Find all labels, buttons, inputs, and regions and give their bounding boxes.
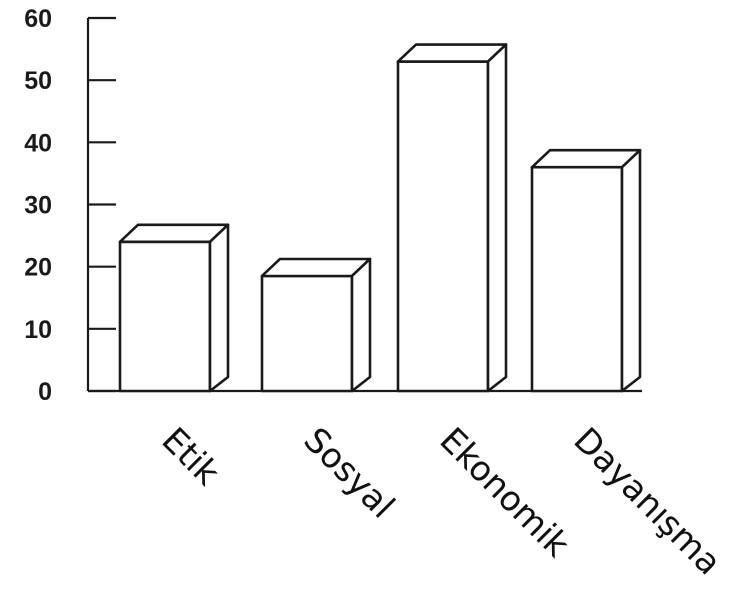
y-tick-label: 0	[38, 378, 52, 406]
y-tick-label: 10	[24, 316, 52, 344]
x-category-label: Etik	[154, 420, 228, 494]
bar-side-face	[350, 257, 372, 393]
y-tick-label: 60	[24, 5, 52, 33]
bars	[118, 43, 642, 393]
x-category-label: Sosyal	[296, 420, 402, 526]
x-category-label: Ekonomik	[432, 420, 577, 565]
y-tick-label: 40	[24, 129, 52, 157]
bar-side-face	[486, 43, 508, 393]
bar-front-face	[530, 165, 624, 393]
y-tick-label: 30	[24, 192, 52, 220]
bar-front-face	[260, 274, 354, 393]
bar-side-face	[208, 223, 230, 393]
bar-front-face	[118, 240, 212, 393]
bar	[260, 257, 372, 393]
bar-front-face	[396, 60, 490, 393]
bar	[118, 223, 230, 393]
y-tick-label: 50	[24, 67, 52, 95]
x-category-label: Dayanışma	[566, 420, 729, 583]
y-tick-label: 20	[24, 254, 52, 282]
bar-side-face	[620, 148, 642, 393]
bar	[530, 148, 642, 393]
bar	[396, 43, 508, 393]
